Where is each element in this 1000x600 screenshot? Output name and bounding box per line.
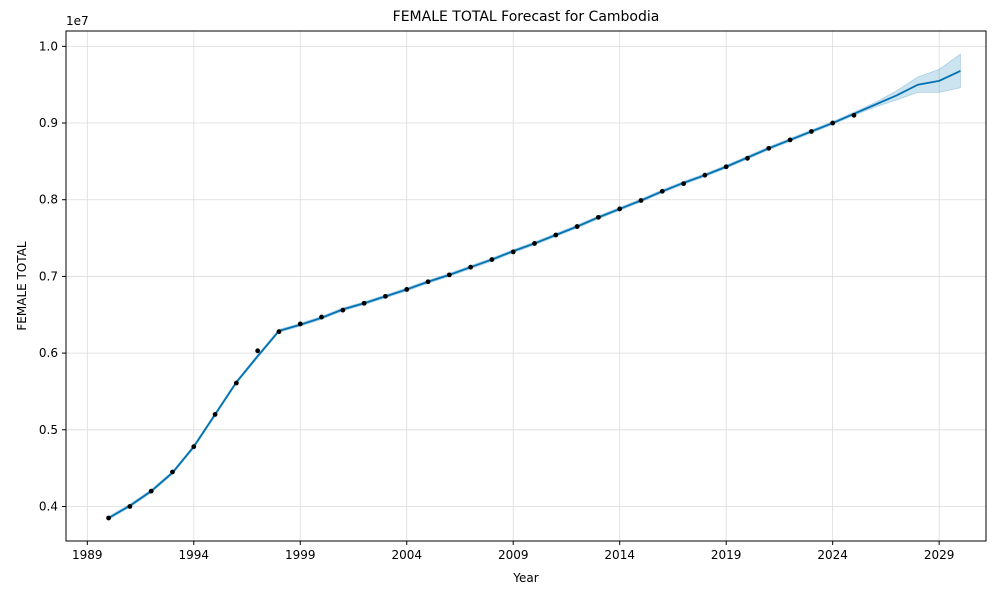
observed-point: [617, 206, 623, 212]
observed-point: [212, 412, 218, 417]
observed-point: [127, 504, 133, 509]
observed-point: [702, 172, 708, 178]
observed-point: [170, 469, 175, 475]
grid-lines: [66, 31, 986, 541]
y-tick-label: 1.0: [39, 39, 58, 53]
y-tick-label: 0.6: [39, 346, 58, 360]
forecast-uncertainty-band: [108, 53, 961, 521]
observed-point: [808, 129, 814, 134]
observed-point: [404, 287, 410, 292]
observed-point: [297, 321, 303, 327]
x-tick-label: 2004: [391, 548, 422, 562]
observed-point: [638, 198, 644, 203]
observed-point: [745, 155, 750, 161]
observed-point: [106, 515, 111, 521]
observed-point: [553, 232, 559, 238]
observed-point: [681, 181, 686, 187]
y-axis-ticks: 0.4 0.5 0.6 0.7 0.8 0.9 1.0: [39, 39, 66, 513]
x-tick-label: 2019: [711, 548, 742, 562]
observed-point: [851, 112, 857, 118]
observed-point: [383, 293, 388, 299]
observed-point: [489, 257, 495, 262]
observed-point: [233, 380, 239, 386]
observed-point: [148, 488, 154, 494]
plot-frame: [65, 30, 987, 542]
observed-point: [446, 272, 452, 278]
observed-point: [191, 444, 197, 450]
observed-point: [723, 164, 729, 170]
x-tick-label: 1994: [179, 548, 210, 562]
observed-point: [425, 279, 431, 285]
observed-point: [276, 329, 282, 335]
observed-point: [340, 307, 346, 313]
x-tick-label: 1999: [285, 548, 316, 562]
observed-point: [361, 300, 367, 306]
observed-point: [659, 188, 665, 194]
observed-point: [596, 214, 601, 220]
x-tick-label: 2024: [817, 548, 848, 562]
y-tick-label: 0.9: [39, 116, 58, 130]
observed-point: [510, 249, 516, 255]
x-tick-label: 2014: [604, 548, 635, 562]
x-tick-label: 2009: [498, 548, 529, 562]
observed-point: [468, 264, 474, 270]
observed-point: [574, 224, 580, 229]
observed-point: [255, 348, 261, 354]
observed-point: [766, 145, 772, 151]
y-tick-label: 0.5: [39, 423, 58, 437]
observed-points: [106, 112, 857, 521]
y-tick-label: 0.7: [39, 269, 58, 283]
y-axis-offset-label: 1e7: [66, 14, 89, 28]
x-tick-label: 2029: [924, 548, 955, 562]
x-axis-title: Year: [512, 571, 538, 585]
y-tick-label: 0.4: [39, 499, 58, 513]
observed-point: [532, 241, 537, 246]
y-tick-label: 0.8: [39, 193, 58, 207]
observed-point: [787, 137, 793, 143]
x-axis-ticks: 1989 1994 1999 2004 2009 2014 2019 2024 2029: [72, 541, 954, 562]
y-axis-title: FEMALE TOTAL: [15, 241, 29, 331]
chart-title: FEMALE TOTAL Forecast for Cambodia: [393, 9, 660, 25]
x-tick-label: 1989: [72, 548, 103, 562]
observed-point: [830, 120, 836, 126]
observed-point: [319, 314, 324, 320]
